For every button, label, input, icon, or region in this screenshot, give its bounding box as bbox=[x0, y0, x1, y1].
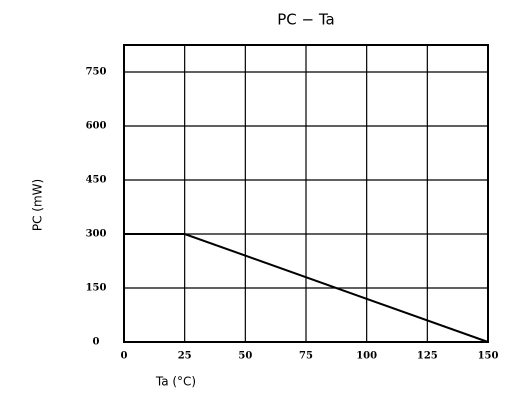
y-tick-label: 450 bbox=[86, 175, 107, 186]
x-tick-label: 25 bbox=[178, 351, 192, 362]
y-tick-label: 0 bbox=[93, 337, 100, 348]
y-tick-label: 150 bbox=[86, 283, 107, 294]
x-tick-label: 150 bbox=[478, 351, 499, 362]
y-tick-label: 750 bbox=[86, 67, 107, 78]
x-tick-label: 0 bbox=[121, 351, 128, 362]
x-tick-label: 100 bbox=[356, 351, 377, 362]
x-tick-label: 75 bbox=[299, 351, 313, 362]
data-line bbox=[124, 233, 489, 343]
y-axis-label: PC (mW) bbox=[31, 179, 45, 231]
x-axis-label: Ta (°C) bbox=[155, 375, 196, 389]
chart-title: PC − Ta bbox=[277, 11, 335, 29]
y-tick-label: 300 bbox=[86, 229, 107, 240]
x-tick-label: 50 bbox=[238, 351, 252, 362]
y-tick-label: 600 bbox=[86, 121, 107, 132]
x-tick-label: 125 bbox=[417, 351, 438, 362]
